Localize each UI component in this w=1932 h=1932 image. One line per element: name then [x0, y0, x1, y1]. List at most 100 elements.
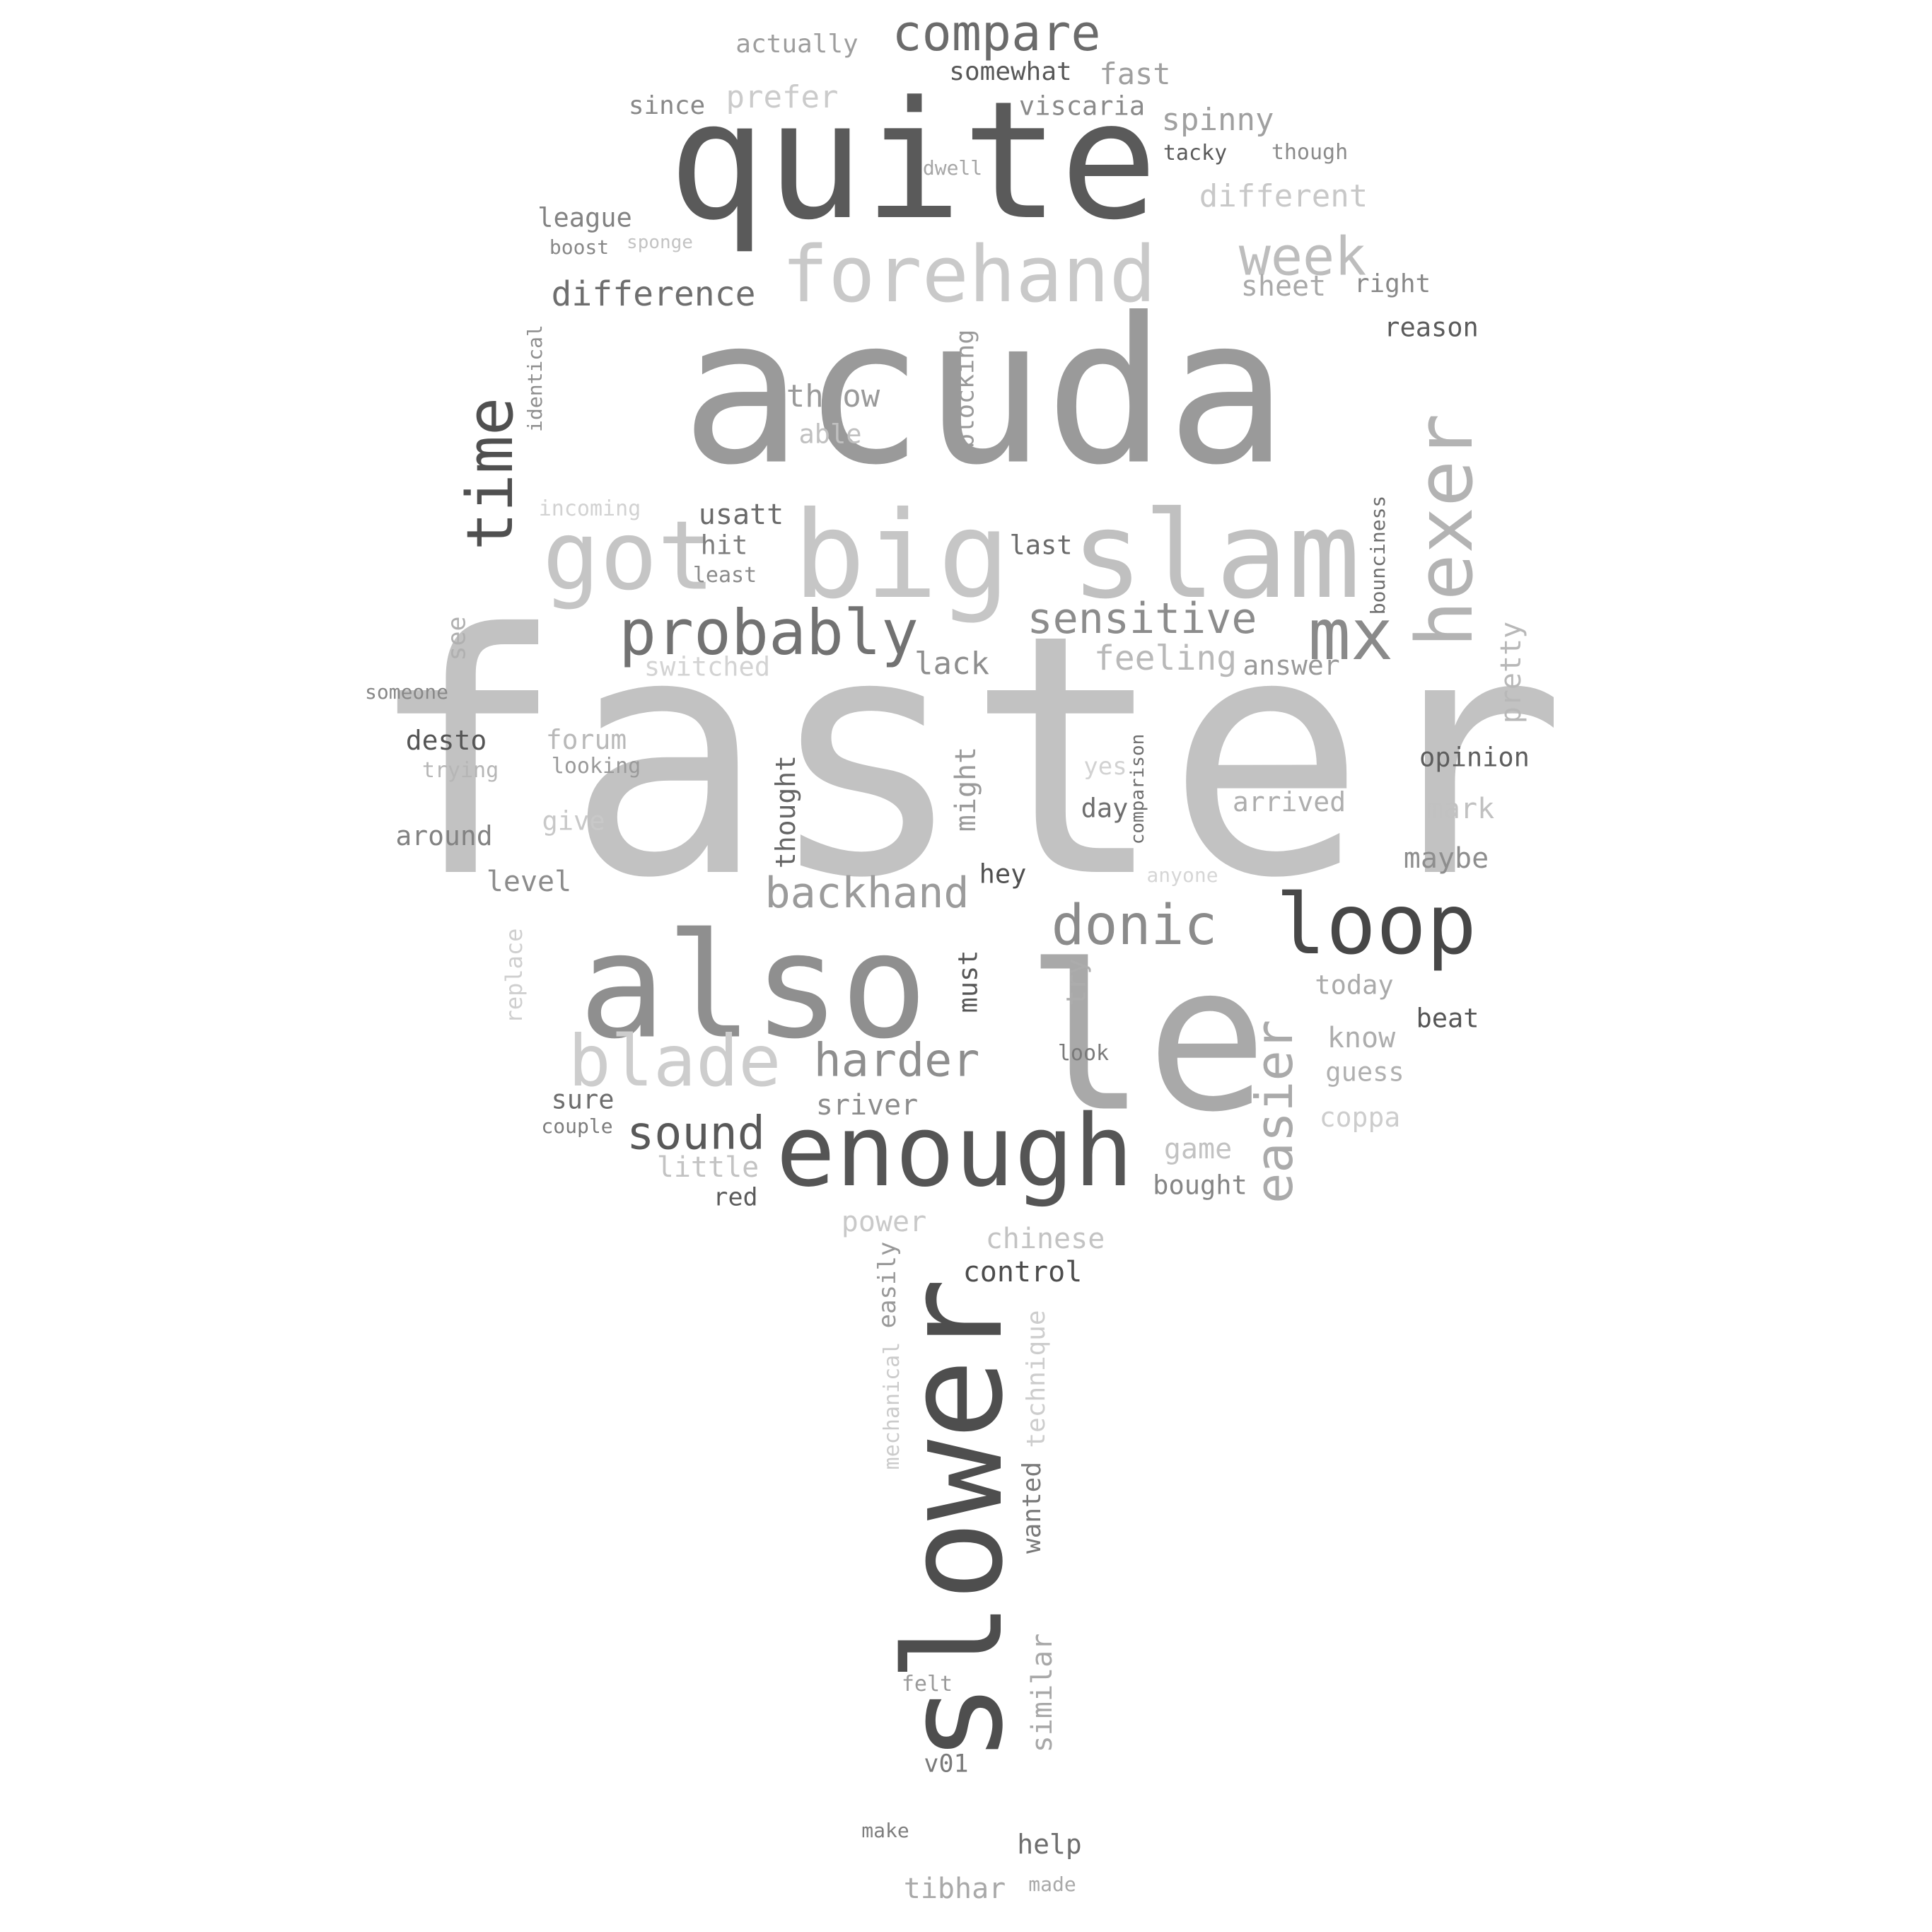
cloud-word: week: [1238, 225, 1367, 288]
cloud-word: compare: [892, 4, 1101, 62]
cloud-word: incoming: [538, 496, 641, 521]
cloud-word: enough: [776, 1094, 1134, 1209]
cloud-word: technique: [1022, 1310, 1051, 1448]
cloud-word: opinion: [1419, 742, 1530, 773]
cloud-word: yes: [1083, 752, 1127, 781]
cloud-word: level: [486, 866, 572, 898]
cloud-word: loop: [1275, 875, 1477, 973]
cloud-word: help: [1017, 1829, 1082, 1860]
cloud-word: control: [962, 1256, 1083, 1288]
cloud-word: mechanical: [880, 1342, 904, 1470]
cloud-word: able: [798, 419, 862, 450]
cloud-word: anyone: [1146, 863, 1218, 887]
cloud-word: donic: [1051, 894, 1218, 958]
cloud-word: sponge: [627, 232, 693, 253]
cloud-word: spinny: [1161, 102, 1274, 138]
cloud-word: lack: [914, 646, 989, 682]
cloud-word: see: [443, 616, 472, 661]
cloud-word: reason: [1384, 312, 1479, 343]
cloud-word: made: [1028, 1873, 1076, 1896]
cloud-word: look: [1057, 1041, 1110, 1066]
cloud-word: forum: [545, 724, 627, 755]
cloud-word: easier: [1245, 1019, 1304, 1204]
cloud-word: right: [1354, 269, 1431, 298]
cloud-word: identical: [523, 325, 547, 432]
cloud-word: since: [628, 91, 706, 120]
cloud-word: little: [656, 1151, 760, 1184]
cloud-word: v01: [924, 1750, 969, 1779]
cloud-word: boost: [549, 235, 610, 259]
cloud-word: sriver: [815, 1089, 919, 1122]
cloud-word: blade: [568, 1020, 781, 1102]
cloud-word: maybe: [1403, 842, 1489, 875]
cloud-word: sure: [551, 1084, 615, 1115]
cloud-word: hit: [700, 530, 748, 561]
cloud-word: beat: [1416, 1003, 1479, 1034]
cloud-word: know: [1327, 1022, 1396, 1054]
cloud-word: answer: [1243, 650, 1340, 681]
cloud-word: make: [861, 1819, 909, 1842]
cloud-word: thought: [770, 755, 801, 869]
cloud-word: might: [950, 746, 982, 832]
cloud-word: easily: [873, 1241, 902, 1329]
cloud-word: today: [1315, 970, 1394, 1001]
cloud-word: chinese: [985, 1223, 1105, 1255]
cloud-word: somewhat: [949, 57, 1072, 86]
cloud-word: tacky: [1163, 141, 1228, 165]
cloud-word: big: [793, 486, 1011, 626]
cloud-word: try: [1061, 958, 1092, 1006]
cloud-word: similar: [1026, 1633, 1059, 1753]
cloud-word: usatt: [698, 499, 784, 531]
cloud-word: prefer: [726, 79, 839, 115]
cloud-word: around: [395, 820, 493, 851]
cloud-word: someone: [364, 680, 449, 704]
cloud-word: bought: [1153, 1170, 1247, 1201]
cloud-word: fast: [1099, 57, 1171, 91]
cloud-word: hey: [979, 859, 1027, 890]
cloud-word: actually: [735, 30, 859, 59]
cloud-word: league: [537, 202, 632, 233]
cloud-word: comparison: [1127, 733, 1148, 845]
cloud-word: bounciness: [1366, 495, 1390, 615]
cloud-word: tibhar: [903, 1873, 1006, 1905]
cloud-word: guess: [1325, 1057, 1404, 1088]
cloud-word: pretty: [1495, 621, 1527, 724]
cloud-word: power: [841, 1206, 927, 1238]
cloud-word: looking: [551, 754, 641, 779]
cloud-word: viscaria: [1018, 91, 1146, 122]
cloud-word: le: [1025, 921, 1268, 1157]
cloud-word: sheet: [1240, 270, 1327, 303]
cloud-word: forehand: [781, 229, 1156, 320]
cloud-word: different: [1199, 178, 1368, 214]
cloud-word: trying: [421, 758, 499, 783]
cloud-word: slam: [1071, 486, 1361, 626]
cloud-word: least: [692, 563, 757, 588]
cloud-word: felt: [901, 1672, 953, 1697]
cloud-word: throw: [786, 378, 880, 414]
cloud-word: wanted: [1018, 1461, 1047, 1554]
cloud-word: harder: [813, 1034, 980, 1088]
cloud-word: time: [453, 397, 528, 551]
cloud-word: give: [542, 805, 605, 837]
cloud-word: arrived: [1232, 786, 1346, 817]
cloud-word: blocking: [951, 329, 980, 449]
cloud-word: probably: [619, 596, 919, 669]
cloud-word: coppa: [1319, 1102, 1401, 1133]
cloud-word: feeling: [1093, 639, 1238, 678]
cloud-word: also: [578, 902, 928, 1071]
cloud-word: red: [713, 1183, 758, 1212]
cloud-word: though: [1271, 140, 1349, 165]
cloud-word: difference: [551, 274, 756, 314]
cloud-word: desto: [405, 725, 487, 756]
cloud-word: sound: [627, 1107, 765, 1160]
cloud-word: acuda: [681, 274, 1288, 510]
cloud-word: dwell: [922, 156, 983, 180]
cloud-word: last: [1009, 530, 1073, 561]
cloud-word: faster: [366, 564, 1566, 950]
cloud-word: sensitive: [1027, 594, 1257, 644]
cloud-word: quite: [668, 67, 1158, 256]
cloud-word: switched: [644, 651, 771, 682]
cloud-word: hexer: [1399, 413, 1490, 648]
cloud-word: backhand: [764, 868, 970, 918]
